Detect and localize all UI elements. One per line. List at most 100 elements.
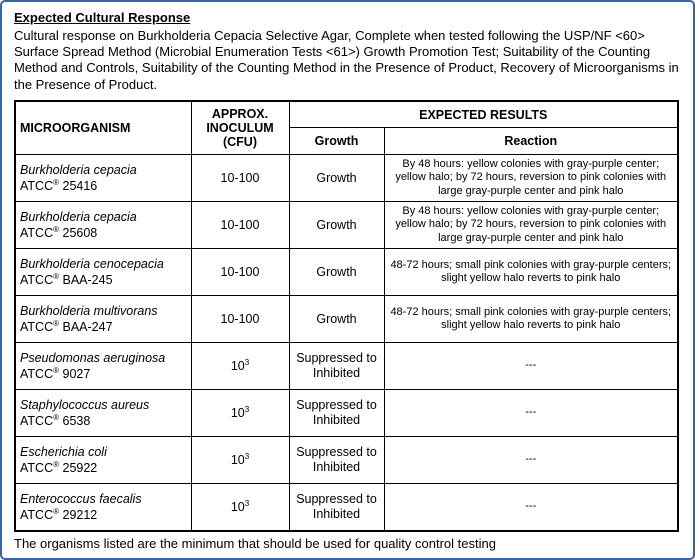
registered-trademark-symbol: ® bbox=[53, 413, 60, 423]
reaction-value: --- bbox=[525, 406, 537, 419]
inoculum-cell: 103 bbox=[190, 436, 290, 485]
table-row: Escherichia coli ATCC® 25922 103 Suppres… bbox=[14, 436, 679, 485]
strain-number: 9027 bbox=[62, 367, 91, 382]
strain-label: ATCC bbox=[20, 320, 54, 335]
strain-number: 25608 bbox=[62, 226, 98, 241]
growth-cell: Growth bbox=[288, 201, 385, 250]
inoculum-value: 10-100 bbox=[220, 217, 260, 232]
registered-trademark-symbol: ® bbox=[53, 225, 60, 235]
strain-id: ATCC® 29212 bbox=[20, 506, 98, 523]
strain-number: 29212 bbox=[62, 508, 98, 523]
reaction-cell: --- bbox=[383, 342, 679, 391]
growth-cell: Suppressed to Inhibited bbox=[288, 389, 385, 438]
table-row: Burkholderia cepacia ATCC® 25416 10-100 … bbox=[14, 154, 679, 203]
strain-number: BAA-247 bbox=[62, 320, 113, 335]
growth-value: Suppressed to Inhibited bbox=[296, 492, 377, 522]
table-row: Enterococcus faecalis ATCC® 29212 103 Su… bbox=[14, 483, 679, 532]
growth-value: Suppressed to Inhibited bbox=[296, 445, 377, 475]
strain-id: ATCC® 6538 bbox=[20, 413, 91, 429]
reaction-cell: --- bbox=[383, 436, 679, 485]
strain-id: ATCC® 9027 bbox=[20, 366, 91, 382]
reaction-value: 48-72 hours; small pink colonies with gr… bbox=[390, 258, 672, 285]
table-row: Burkholderia multivorans ATCC® BAA-247 1… bbox=[14, 295, 679, 344]
organism-cell: Burkholderia cepacia ATCC® 25416 bbox=[14, 154, 192, 203]
growth-cell: Growth bbox=[288, 295, 385, 344]
registered-trademark-symbol: ® bbox=[53, 366, 60, 376]
inoculum-exponent: 3 bbox=[244, 498, 250, 508]
organism-name: Escherichia coli bbox=[20, 445, 107, 460]
organism-name: Enterococcus faecalis bbox=[20, 492, 142, 507]
strain-id: ATCC® 25608 bbox=[20, 225, 98, 241]
reaction-value: By 48 hours: yellow colonies with gray-p… bbox=[395, 204, 667, 245]
inoculum-cell: 10-100 bbox=[190, 201, 290, 250]
col-header-expected-results: EXPECTED RESULTS bbox=[288, 100, 679, 129]
growth-cell: Suppressed to Inhibited bbox=[288, 483, 385, 532]
inoculum-cell: 103 bbox=[190, 483, 290, 532]
strain-number: 25416 bbox=[62, 179, 98, 194]
table-header: MICROORGANISM APPROX. INOCULUM (CFU) EXP… bbox=[14, 100, 679, 156]
footer-note: The organisms listed are the minimum tha… bbox=[14, 535, 496, 551]
reaction-value: By 48 hours: yellow colonies with gray-p… bbox=[395, 157, 667, 198]
strain-label: ATCC bbox=[20, 414, 54, 429]
inoculum-value: 10 bbox=[230, 452, 245, 467]
strain-label: ATCC bbox=[20, 461, 54, 476]
registered-trademark-symbol: ® bbox=[53, 506, 60, 516]
strain-number: 25922 bbox=[62, 461, 98, 476]
reaction-cell: By 48 hours: yellow colonies with gray-p… bbox=[383, 201, 679, 250]
organism-cell: Enterococcus faecalis ATCC® 29212 bbox=[14, 483, 192, 532]
document-content: Expected Cultural Response Cultural resp… bbox=[2, 2, 693, 552]
strain-label: ATCC bbox=[20, 273, 54, 288]
inoculum-value: 10 bbox=[230, 405, 245, 420]
col-header-inoculum: APPROX. INOCULUM (CFU) bbox=[190, 100, 290, 156]
growth-cell: Growth bbox=[288, 248, 385, 297]
reaction-value: 48-72 hours; small pink colonies with gr… bbox=[390, 305, 672, 332]
col-header-microorganism: MICROORGANISM bbox=[14, 100, 192, 156]
organism-cell: Burkholderia cenocepacia ATCC® BAA-245 bbox=[14, 248, 192, 297]
growth-value: Growth bbox=[316, 311, 357, 326]
strain-number: 6538 bbox=[62, 414, 91, 429]
growth-value: Suppressed to Inhibited bbox=[296, 398, 377, 428]
table-row: Staphylococcus aureus ATCC® 6538 103 Sup… bbox=[14, 389, 679, 438]
growth-value: Growth bbox=[316, 170, 357, 185]
inoculum-cell: 10-100 bbox=[190, 154, 290, 203]
inoculum-cell: 10-100 bbox=[190, 295, 290, 344]
reaction-cell: 48-72 hours; small pink colonies with gr… bbox=[383, 295, 679, 344]
organism-cell: Escherichia coli ATCC® 25922 bbox=[14, 436, 192, 485]
growth-value: Suppressed to Inhibited bbox=[296, 351, 377, 381]
strain-label: ATCC bbox=[20, 367, 54, 382]
strain-id: ATCC® 25922 bbox=[20, 460, 98, 476]
strain-id: ATCC® BAA-247 bbox=[20, 320, 113, 335]
inoculum-exponent: 3 bbox=[244, 451, 250, 461]
intro-paragraph: Cultural response on Burkholderia Cepaci… bbox=[14, 28, 679, 92]
inoculum-exponent: 3 bbox=[244, 404, 250, 414]
organism-name: Pseudomonas aeruginosa bbox=[20, 351, 166, 366]
registered-trademark-symbol: ® bbox=[53, 460, 60, 470]
reaction-value: --- bbox=[525, 500, 537, 513]
organism-name: Burkholderia multivorans bbox=[20, 304, 158, 319]
reaction-cell: 48-72 hours; small pink colonies with gr… bbox=[383, 248, 679, 297]
inoculum-value: 10-100 bbox=[220, 264, 260, 279]
inoculum-exponent: 3 bbox=[244, 357, 250, 367]
table-header-row-2: Growth Reaction bbox=[15, 127, 679, 156]
organism-cell: Burkholderia multivorans ATCC® BAA-247 bbox=[14, 295, 192, 344]
reaction-cell: --- bbox=[383, 483, 679, 532]
strain-id: ATCC® BAA-245 bbox=[20, 273, 113, 288]
organism-cell: Pseudomonas aeruginosa ATCC® 9027 bbox=[14, 342, 192, 391]
registered-trademark-symbol: ® bbox=[53, 178, 60, 188]
organism-name: Burkholderia cenocepacia bbox=[20, 257, 164, 272]
table-body: Burkholderia cepacia ATCC® 25416 10-100 … bbox=[14, 154, 679, 532]
col-header-reaction: Reaction bbox=[383, 127, 679, 156]
growth-cell: Suppressed to Inhibited bbox=[288, 342, 385, 391]
reaction-value: --- bbox=[525, 359, 537, 372]
strain-number: BAA-245 bbox=[62, 273, 113, 288]
inoculum-cell: 103 bbox=[190, 389, 290, 438]
inoculum-value: 10-100 bbox=[220, 170, 260, 185]
inoculum-value: 10-100 bbox=[220, 311, 260, 326]
inoculum-value: 10 bbox=[230, 358, 245, 373]
inoculum-cell: 10-100 bbox=[190, 248, 290, 297]
expected-response-table: MICROORGANISM APPROX. INOCULUM (CFU) EXP… bbox=[14, 99, 680, 532]
table-row: Burkholderia cenocepacia ATCC® BAA-245 1… bbox=[14, 248, 679, 297]
growth-cell: Growth bbox=[288, 154, 385, 203]
growth-value: Growth bbox=[316, 264, 357, 279]
